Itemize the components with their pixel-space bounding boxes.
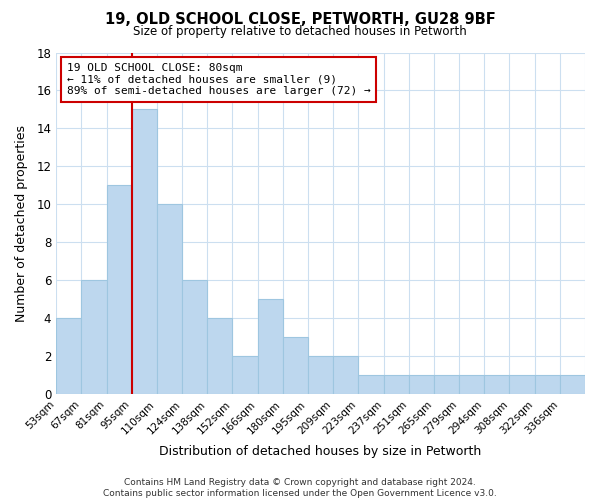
Bar: [459, 376, 484, 394]
Text: 19, OLD SCHOOL CLOSE, PETWORTH, GU28 9BF: 19, OLD SCHOOL CLOSE, PETWORTH, GU28 9BF: [104, 12, 496, 28]
Text: Size of property relative to detached houses in Petworth: Size of property relative to detached ho…: [133, 25, 467, 38]
Bar: [182, 280, 207, 394]
Y-axis label: Number of detached properties: Number of detached properties: [15, 125, 28, 322]
Bar: [157, 204, 182, 394]
Bar: [484, 376, 509, 394]
Text: Contains HM Land Registry data © Crown copyright and database right 2024.
Contai: Contains HM Land Registry data © Crown c…: [103, 478, 497, 498]
Bar: [283, 338, 308, 394]
Bar: [383, 376, 409, 394]
Bar: [232, 356, 257, 395]
Bar: [509, 376, 535, 394]
Bar: [560, 376, 585, 394]
Bar: [308, 356, 333, 395]
X-axis label: Distribution of detached houses by size in Petworth: Distribution of detached houses by size …: [160, 444, 482, 458]
Text: 19 OLD SCHOOL CLOSE: 80sqm
← 11% of detached houses are smaller (9)
89% of semi-: 19 OLD SCHOOL CLOSE: 80sqm ← 11% of deta…: [67, 63, 371, 96]
Bar: [333, 356, 358, 395]
Bar: [207, 318, 232, 394]
Bar: [257, 300, 283, 394]
Bar: [56, 318, 82, 394]
Bar: [434, 376, 459, 394]
Bar: [82, 280, 107, 394]
Bar: [409, 376, 434, 394]
Bar: [535, 376, 560, 394]
Bar: [132, 110, 157, 395]
Bar: [107, 186, 132, 394]
Bar: [358, 376, 383, 394]
